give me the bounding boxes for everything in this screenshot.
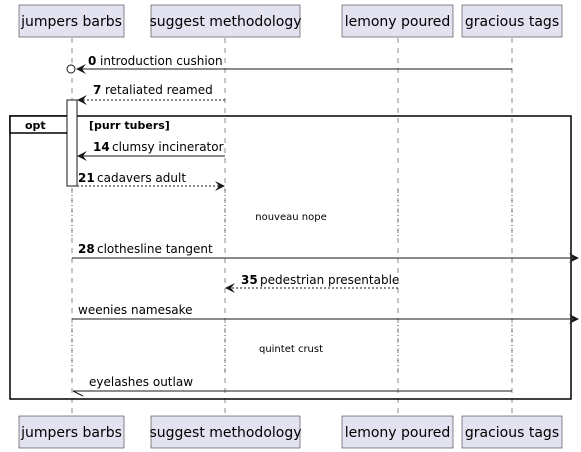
participant-gracious-tags-top[interactable]: gracious tags (461, 4, 563, 38)
fragment-guard: [purr tubers] (89, 119, 170, 132)
participant-label: lemony poured (345, 14, 451, 30)
delay-label: quintet crust (259, 344, 323, 355)
message-number: 28 (78, 242, 95, 256)
delay-lines (71, 190, 513, 375)
participant-jumpers-barbs-top[interactable]: jumpers barbs (18, 4, 125, 38)
message-label: eyelashes outlaw (89, 375, 193, 389)
message-21[interactable]: 21 cadavers adult (77, 171, 225, 191)
message-number: 7 (93, 83, 101, 97)
message-number: 14 (93, 140, 110, 154)
participant-lemony-poured-bottom[interactable]: lemony poured (341, 415, 454, 449)
message-number: 21 (78, 171, 95, 185)
fragment-keyword: opt (25, 119, 46, 132)
participant-lemony-poured-top[interactable]: lemony poured (341, 4, 454, 38)
participant-suggest-methodology-top[interactable]: suggest methodology (149, 4, 302, 38)
participant-suggest-methodology-bottom[interactable]: suggest methodology (149, 415, 302, 449)
message-35[interactable]: 35 pedestrian presentable (225, 273, 399, 293)
message-label: pedestrian presentable (260, 273, 399, 287)
message-label: clumsy incinerator (112, 140, 224, 154)
message-28[interactable]: 28 clothesline tangent (72, 242, 579, 263)
participant-jumpers-barbs-bottom[interactable]: jumpers barbs (18, 415, 125, 449)
delay-label: nouveau nope (255, 212, 326, 223)
message-label: weenies namesake (78, 303, 193, 317)
message-label: retaliated reamed (105, 83, 213, 97)
message-7[interactable]: 7 retaliated reamed (77, 83, 225, 105)
message-label: introduction cushion (100, 54, 223, 68)
message-number: 0 (88, 54, 96, 68)
message-14[interactable]: 14 clumsy incinerator (77, 140, 225, 161)
lost-message-circle-icon (66, 64, 76, 74)
message-0[interactable]: 0 introduction cushion (66, 54, 512, 74)
message-eyelashes-outlaw[interactable]: eyelashes outlaw (72, 375, 512, 397)
participant-gracious-tags-bottom[interactable]: gracious tags (461, 415, 563, 449)
participant-label: suggest methodology (149, 425, 301, 441)
participant-label: jumpers barbs (20, 14, 122, 30)
activation-bar-overlay (66, 99, 78, 187)
participant-label: gracious tags (465, 425, 559, 441)
participant-label: suggest methodology (149, 14, 301, 30)
half-arrow-icon (72, 390, 84, 397)
message-label: clothesline tangent (97, 242, 213, 256)
message-label: cadavers adult (97, 171, 186, 185)
message-number: 35 (241, 273, 258, 287)
message-weenies-namesake[interactable]: weenies namesake (72, 303, 579, 324)
participant-label: lemony poured (345, 425, 451, 441)
participant-label: gracious tags (465, 14, 559, 30)
participant-label: jumpers barbs (20, 425, 122, 441)
